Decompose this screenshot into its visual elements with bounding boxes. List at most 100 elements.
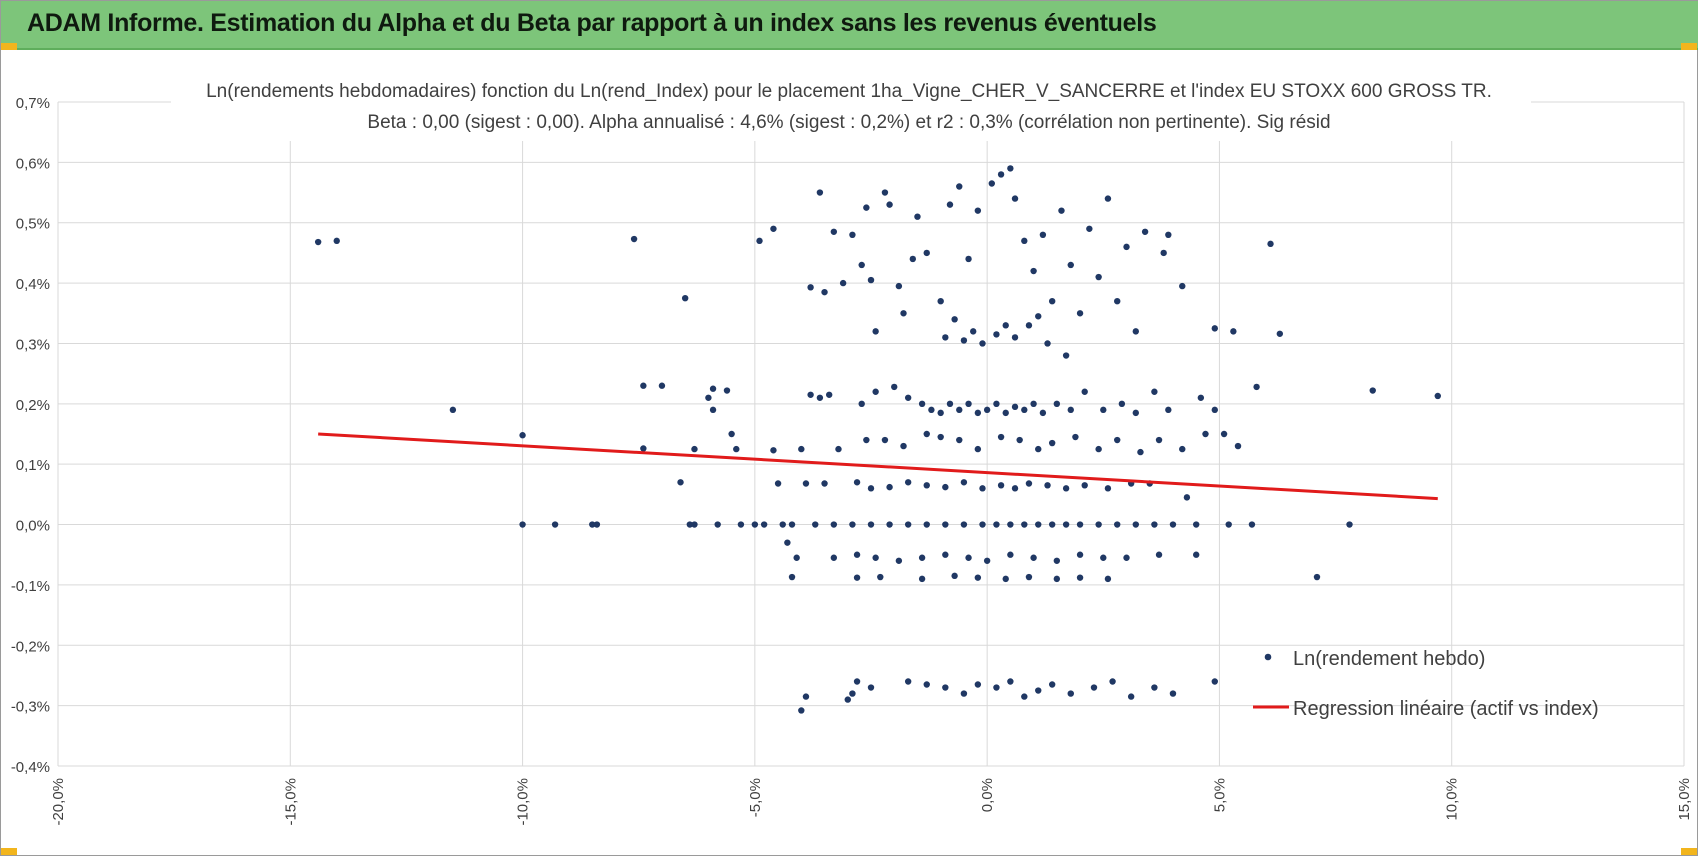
data-point xyxy=(728,430,735,438)
data-point xyxy=(965,400,972,408)
data-point xyxy=(1234,442,1242,450)
data-point xyxy=(1267,240,1274,248)
data-point xyxy=(1062,485,1070,492)
data-point xyxy=(960,479,968,486)
data-point xyxy=(839,279,847,287)
y-tick-label: -0,3% xyxy=(11,699,50,716)
data-point xyxy=(1155,436,1163,444)
data-point xyxy=(1095,521,1102,528)
data-point xyxy=(751,521,759,528)
data-point xyxy=(1072,433,1079,441)
data-point xyxy=(830,554,838,561)
data-point xyxy=(1151,684,1158,691)
data-point xyxy=(997,433,1005,441)
title-background xyxy=(171,79,1531,141)
data-point xyxy=(849,690,856,697)
data-point xyxy=(1007,165,1014,172)
data-point xyxy=(784,539,791,546)
data-point xyxy=(1035,445,1042,453)
data-point xyxy=(877,573,884,581)
data-point xyxy=(1011,334,1019,341)
data-point xyxy=(1225,521,1232,528)
legend-marker-scatter xyxy=(1264,653,1272,661)
x-tick-label: 5,0% xyxy=(1211,778,1228,812)
y-tick-label: 0,6% xyxy=(16,155,50,172)
data-point xyxy=(867,485,875,492)
data-point xyxy=(1062,521,1070,528)
data-point xyxy=(733,445,740,453)
data-point xyxy=(956,406,963,414)
regression-layer xyxy=(318,432,1438,501)
data-point xyxy=(993,684,1000,691)
y-tick-label: 0,7% xyxy=(16,95,50,112)
y-tick-label: 0,3% xyxy=(16,336,50,353)
data-point xyxy=(849,231,856,238)
data-point xyxy=(1193,521,1200,528)
data-point xyxy=(858,261,865,269)
corner-accent-top-right xyxy=(1681,43,1697,50)
data-point xyxy=(960,521,968,528)
data-point xyxy=(1053,575,1061,583)
data-point xyxy=(1039,409,1047,417)
data-point xyxy=(333,237,340,245)
x-tick-label: 15,0% xyxy=(1676,778,1693,821)
axes: 0,7% 0,6% 0,5% 0,4% 0,3% 0,2% 0,1% 0,0% -0,1% -0,… xyxy=(11,95,1693,826)
data-point xyxy=(979,521,986,528)
data-point xyxy=(881,189,889,196)
data-point xyxy=(1081,388,1088,395)
data-point xyxy=(756,237,763,245)
data-point xyxy=(942,551,949,558)
corner-accent-top-left xyxy=(1,43,17,50)
data-point xyxy=(956,183,963,190)
data-point xyxy=(798,707,805,714)
x-tick-label: 10,0% xyxy=(1444,778,1461,821)
data-point xyxy=(974,681,982,688)
data-point xyxy=(686,521,694,528)
data-point xyxy=(519,521,526,528)
data-point xyxy=(1011,195,1019,202)
data-point xyxy=(1165,406,1172,414)
data-point xyxy=(519,432,526,439)
data-point xyxy=(1035,313,1042,320)
data-point xyxy=(872,554,879,561)
data-point xyxy=(830,228,838,235)
data-point xyxy=(640,382,647,389)
data-point xyxy=(914,213,921,220)
y-tick-label: 0,0% xyxy=(16,518,50,535)
data-point xyxy=(1141,228,1149,235)
data-point xyxy=(1169,690,1177,697)
data-point xyxy=(1183,494,1191,501)
data-point xyxy=(1434,392,1441,400)
data-point xyxy=(593,521,601,528)
y-tick-label: 0,5% xyxy=(16,216,50,233)
data-point xyxy=(1025,322,1033,329)
data-point xyxy=(691,445,698,453)
data-point xyxy=(886,521,893,528)
data-point xyxy=(974,207,982,214)
data-point xyxy=(1039,231,1047,238)
data-point xyxy=(1095,273,1102,281)
y-tick-label: -0,1% xyxy=(11,578,50,595)
data-point xyxy=(923,681,930,688)
data-point xyxy=(1067,261,1074,269)
data-point xyxy=(1090,684,1098,691)
data-point xyxy=(714,521,721,528)
data-point xyxy=(956,436,963,444)
data-point xyxy=(821,480,828,487)
data-point xyxy=(1104,485,1112,492)
data-point xyxy=(937,433,944,441)
data-point xyxy=(1179,445,1186,453)
data-point xyxy=(816,394,824,401)
legend-label-scatter: Ln(rendement hebdo) xyxy=(1293,648,1485,670)
data-point xyxy=(849,521,856,528)
y-tick-label: 0,4% xyxy=(16,276,50,293)
data-point xyxy=(1086,225,1093,232)
data-point xyxy=(1067,406,1074,414)
data-point xyxy=(802,480,810,487)
data-point xyxy=(974,445,982,453)
data-point xyxy=(1030,554,1037,561)
data-point xyxy=(1062,352,1070,359)
data-point xyxy=(1007,551,1014,558)
data-point xyxy=(942,684,949,691)
data-point xyxy=(974,574,982,581)
